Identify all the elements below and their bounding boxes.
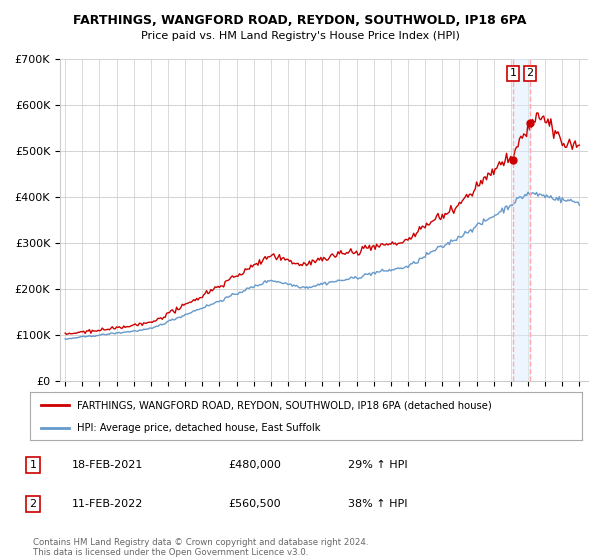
Text: FARTHINGS, WANGFORD ROAD, REYDON, SOUTHWOLD, IP18 6PA: FARTHINGS, WANGFORD ROAD, REYDON, SOUTHW… bbox=[73, 14, 527, 27]
Text: Price paid vs. HM Land Registry's House Price Index (HPI): Price paid vs. HM Land Registry's House … bbox=[140, 31, 460, 41]
Text: 29% ↑ HPI: 29% ↑ HPI bbox=[348, 460, 407, 470]
Text: £480,000: £480,000 bbox=[228, 460, 281, 470]
Text: 18-FEB-2021: 18-FEB-2021 bbox=[72, 460, 143, 470]
Text: 38% ↑ HPI: 38% ↑ HPI bbox=[348, 499, 407, 509]
Text: Contains HM Land Registry data © Crown copyright and database right 2024.
This d: Contains HM Land Registry data © Crown c… bbox=[33, 538, 368, 557]
Text: 1: 1 bbox=[509, 68, 517, 78]
Text: HPI: Average price, detached house, East Suffolk: HPI: Average price, detached house, East… bbox=[77, 423, 320, 433]
Text: 1: 1 bbox=[29, 460, 37, 470]
Text: 2: 2 bbox=[526, 68, 533, 78]
Text: 2: 2 bbox=[29, 499, 37, 509]
Bar bbox=[513, 59, 530, 381]
Text: 11-FEB-2022: 11-FEB-2022 bbox=[72, 499, 143, 509]
Text: FARTHINGS, WANGFORD ROAD, REYDON, SOUTHWOLD, IP18 6PA (detached house): FARTHINGS, WANGFORD ROAD, REYDON, SOUTHW… bbox=[77, 400, 491, 410]
Text: £560,500: £560,500 bbox=[228, 499, 281, 509]
